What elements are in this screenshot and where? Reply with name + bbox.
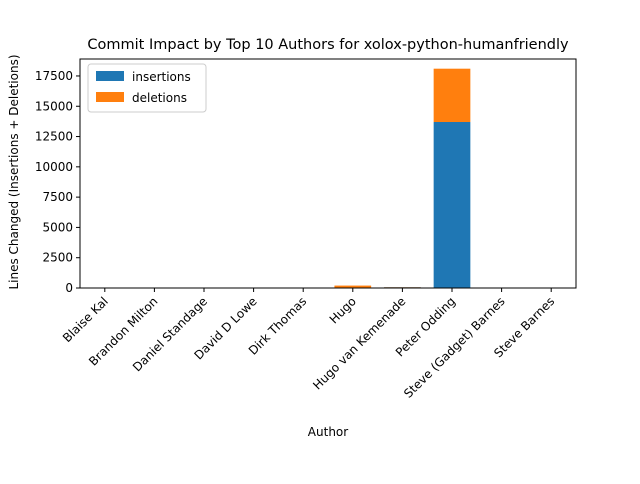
legend-swatch-deletions <box>96 92 124 102</box>
legend-label-insertions: insertions <box>132 70 191 84</box>
y-tick-label: 15000 <box>35 99 73 113</box>
bar-deletions-7 <box>434 69 471 122</box>
bar-deletions-5 <box>334 286 371 288</box>
y-tick-label: 5000 <box>42 220 73 234</box>
bar-insertions-7 <box>434 122 471 288</box>
legend-label-deletions: deletions <box>132 91 187 105</box>
y-tick-label: 0 <box>65 281 73 295</box>
y-tick-label: 17500 <box>35 69 73 83</box>
y-tick-label: 12500 <box>35 130 73 144</box>
y-axis-label: Lines Changed (Insertions + Deletions) <box>7 54 21 289</box>
legend: insertions deletions <box>88 64 206 112</box>
x-axis-label: Author <box>308 425 348 439</box>
chart-title: Commit Impact by Top 10 Authors for xolo… <box>87 37 569 53</box>
y-tick-label: 10000 <box>35 160 73 174</box>
legend-swatch-insertions <box>96 71 124 81</box>
y-tick-label: 2500 <box>42 251 73 265</box>
y-tick-label: 7500 <box>42 190 73 204</box>
